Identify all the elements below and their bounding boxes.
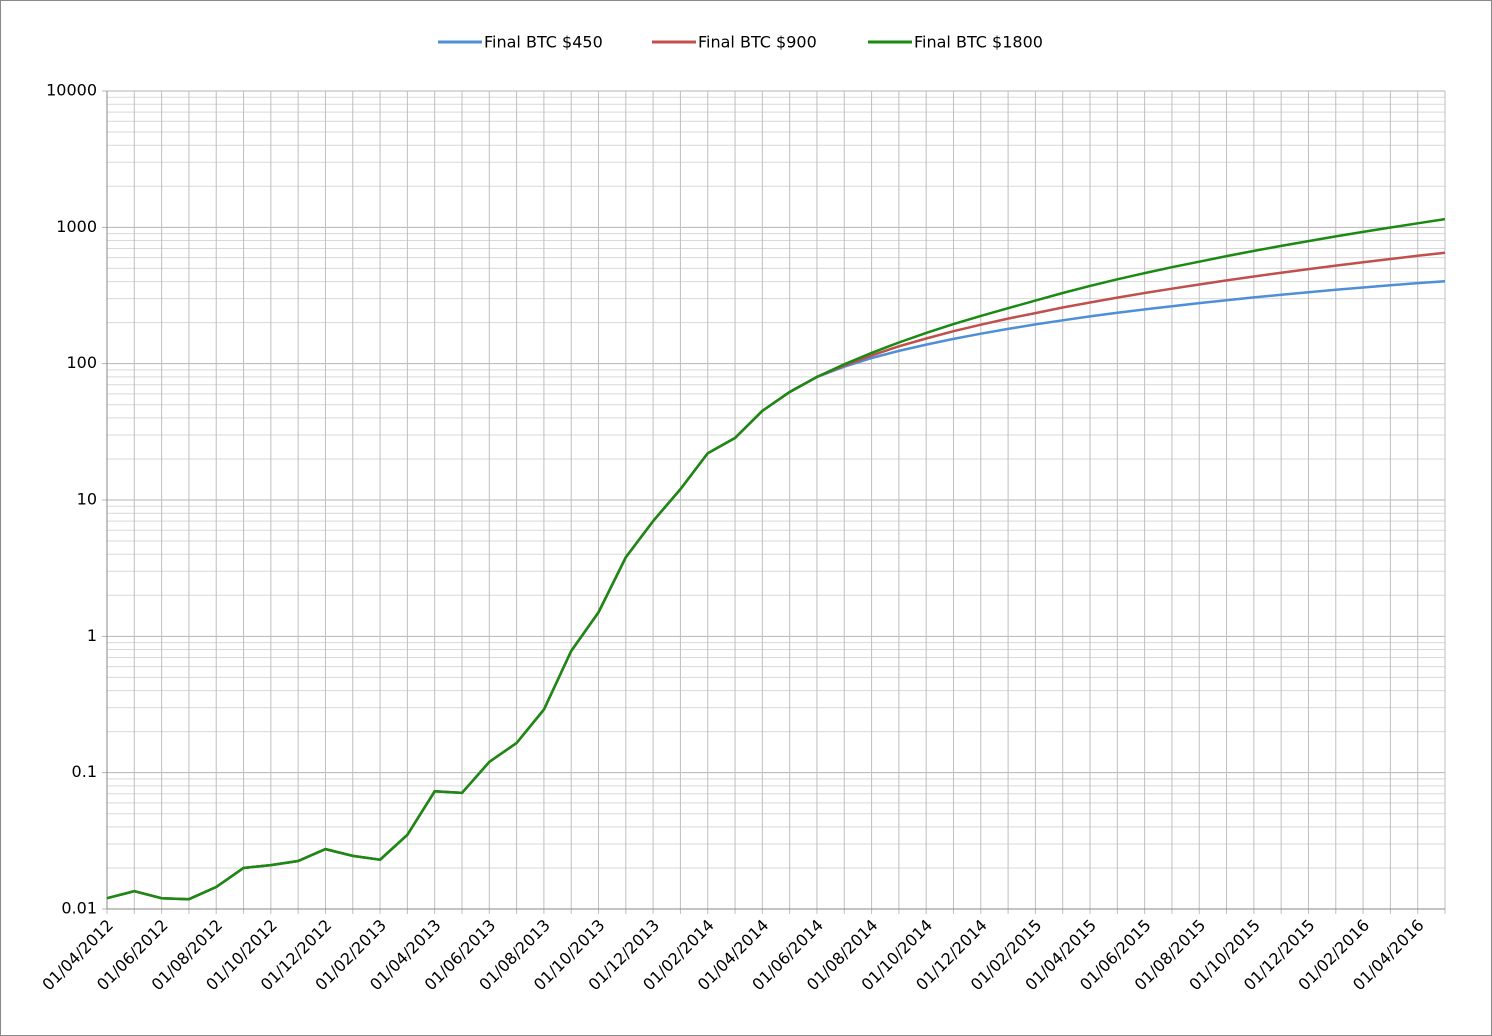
legend-label: Final BTC $1800	[914, 33, 1043, 52]
y-tick-label: 1000	[56, 217, 97, 236]
y-tick-label: 100	[66, 353, 97, 372]
y-tick-label: 10000	[46, 81, 97, 100]
y-tick-label: 0.01	[61, 899, 97, 918]
series-line	[106, 217, 1446, 901]
legend-label: Final BTC $450	[484, 33, 603, 52]
y-tick-label: 10	[77, 490, 97, 509]
y-tick-label: 0.1	[72, 762, 97, 781]
legend-label: Final BTC $900	[698, 33, 817, 52]
y-tick-label: 1	[87, 626, 97, 645]
